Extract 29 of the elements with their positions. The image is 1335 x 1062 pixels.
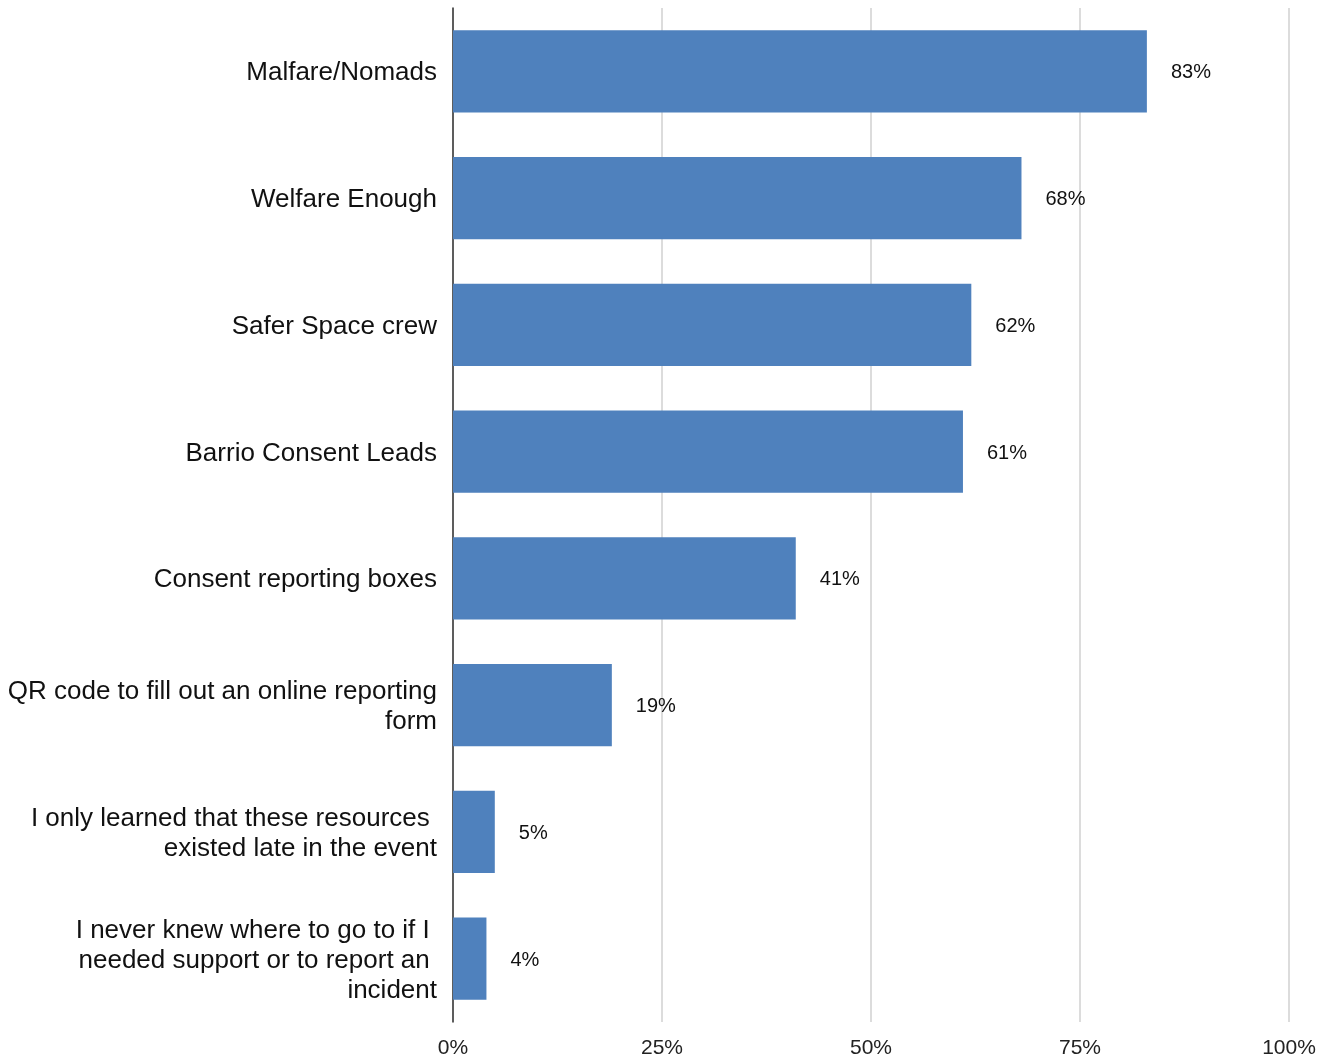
x-tick-label: 75%: [1058, 1035, 1102, 1058]
bar: [453, 663, 612, 747]
data-label: 5%: [518, 820, 548, 843]
y-tick-label: Safer Space crew: [231, 309, 438, 340]
x-tick-label: 100%: [1262, 1035, 1316, 1058]
data-label: 41%: [819, 567, 861, 590]
bar: [453, 537, 796, 620]
bar: [453, 790, 495, 874]
bar: [453, 156, 1022, 240]
bar: [453, 410, 963, 493]
y-tick-label: Barrio Consent Leads: [185, 436, 437, 467]
data-label: 68%: [1045, 187, 1086, 210]
y-tick-label: Welfare Enough: [251, 183, 437, 214]
bar: [453, 917, 487, 1000]
bar: [453, 283, 972, 367]
x-tick-label: 25%: [640, 1035, 684, 1058]
y-tick-label: I only learned that these resources existed late in the event: [30, 801, 438, 862]
y-tick-label: Consent reporting boxes: [153, 563, 437, 594]
x-tick-label: 0%: [437, 1035, 469, 1058]
data-label: 83%: [1170, 60, 1212, 83]
y-tick-label: I never knew where to go to if I needed support or to report an incident: [75, 913, 438, 1004]
y-tick-label: Malfare/Nomads: [246, 56, 437, 87]
data-label: 61%: [986, 440, 1028, 463]
data-label: 62%: [995, 313, 1036, 336]
y-tick-label: QR code to fill out an online reporting form: [7, 675, 437, 736]
data-label: 4%: [510, 947, 540, 970]
bar: [453, 30, 1147, 113]
x-tick-label: 50%: [849, 1035, 893, 1058]
data-label: 19%: [635, 694, 677, 717]
